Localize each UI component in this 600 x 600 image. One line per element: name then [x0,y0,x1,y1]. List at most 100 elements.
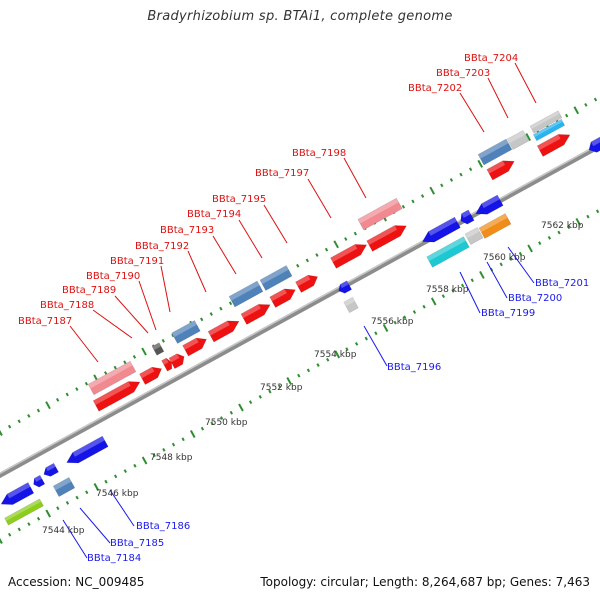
gene-bbta-7195c-forward-shine [240,304,261,319]
gene-label-bbta-7200[interactable]: BBta_7200 [508,293,562,304]
gene-bbta-7204b-forward[interactable] [532,118,566,142]
gene-edge-forward[interactable] [588,136,600,153]
scale-tick [161,338,165,343]
kbp-label: 7560 kbp [483,253,526,263]
gene-bbta-7196a-reverse[interactable] [338,280,353,294]
gene-label-bbta-7188[interactable]: BBta_7188 [40,300,94,311]
gene-label-bbta-7193[interactable]: BBta_7193 [160,225,214,236]
gene-bbta-7201-reverse[interactable] [478,213,512,239]
gene-bbta-7190-forward[interactable] [151,342,165,356]
gene-edge-forward-shine [591,136,600,147]
gene-label-bbta-7186[interactable]: BBta_7186 [136,521,190,532]
gene-bbta-7195-forward[interactable] [228,280,264,308]
gene-bbta-7204c-forward[interactable] [536,134,571,157]
leader-bbta-7201 [507,246,535,284]
gene-bbta-7199-reverse-shine [426,236,466,262]
gene-bbta-7200-reverse[interactable] [464,226,484,246]
scale-tick [17,419,21,424]
leader-bbta-7187 [69,325,99,363]
gene-label-bbta-7198[interactable]: BBta_7198 [292,148,346,159]
gene-bbta-7195c-forward[interactable] [240,304,271,325]
gene-label-bbta-7202[interactable]: BBta_7202 [408,83,462,94]
scale-tick [114,474,118,479]
gene-bbta-7202b-forward[interactable] [486,160,515,181]
gene-bbta-7183-reverse[interactable] [0,482,35,505]
gene-bbta-7199b-reverse[interactable] [460,209,475,225]
gene-bbta-7191-forward-shine [161,358,169,365]
gene-bbta-7192-forward[interactable] [168,353,185,370]
scale-tick [567,225,571,230]
scale-tick [45,509,51,518]
gene-label-bbta-7192[interactable]: BBta_7192 [135,241,189,252]
gene-bbta-7204-forward[interactable] [529,110,563,134]
gene-bbta-7189-forward[interactable] [139,366,163,385]
gene-label-bbta-7203[interactable]: BBta_7203 [436,68,490,79]
gene-label-bbta-7199[interactable]: BBta_7199 [481,308,535,319]
scale-tick [7,424,12,429]
gene-label-bbta-7189[interactable]: BBta_7189 [62,285,116,296]
gene-bbta-7198b-forward-shine [366,225,398,246]
gene-bbta-7195b-forward[interactable] [259,265,293,291]
gene-bbta-7200a-reverse[interactable] [475,194,504,215]
gene-label-bbta-7187[interactable]: BBta_7187 [18,316,72,327]
gene-bbta-7204b-forward-shine [533,119,563,138]
scale-tick [113,365,117,370]
scale-tick [133,463,137,468]
gene-bbta-7199-reverse[interactable] [426,236,470,268]
scale-tick [141,347,147,356]
gene-bbta-7196-reverse[interactable] [343,296,359,314]
kbp-label: 7562 kbp [541,221,584,231]
gene-bbta-7199a-reverse[interactable] [421,216,461,243]
gene-label-bbta-7191[interactable]: BBta_7191 [110,256,164,267]
gene-bbta-7184-reverse[interactable] [4,498,44,526]
gene-bbta-7189-forward-shine [139,367,155,379]
gene-bbta-7184b-reverse[interactable] [43,462,59,477]
gene-label-bbta-7190[interactable]: BBta_7190 [86,271,140,282]
scale-tick [401,204,406,209]
gene-bbta-7193b-forward-shine [182,338,199,350]
gene-label-bbta-7194[interactable]: BBta_7194 [187,209,241,220]
gene-bbta-7187-forward[interactable] [87,360,137,396]
gene-label-bbta-7204[interactable]: BBta_7204 [464,53,518,64]
kbp-label: 7544 kbp [42,526,85,536]
gene-bbta-7194-forward[interactable] [207,320,240,343]
scale-tick [420,194,425,198]
scale-tick [93,483,100,491]
gene-label-bbta-7195[interactable]: BBta_7195 [212,194,266,205]
gene-label-bbta-7185[interactable]: BBta_7185 [110,538,164,549]
gene-bbta-7184a-reverse[interactable] [33,474,46,488]
leader-bbta-7193 [212,235,237,275]
scale-tick [316,363,320,367]
gene-bbta-7198b-forward[interactable] [366,225,407,252]
scale-tick [181,437,185,442]
gene-bbta-7195d-forward[interactable] [269,288,296,308]
scale-tick [84,381,89,386]
gene-bbta-7203-forward[interactable] [506,130,530,150]
scale-tick [333,240,339,249]
gene-bbta-7197-forward[interactable] [330,244,368,269]
gene-bbta-7184b-reverse-shine [45,463,56,472]
gene-label-bbta-7196[interactable]: BBta_7196 [387,362,441,373]
gene-label-bbta-7201[interactable]: BBta_7201 [535,278,589,289]
gene-bbta-7193b-forward[interactable] [182,337,207,357]
scale-tick [586,214,590,219]
gene-bbta-7186-reverse[interactable] [66,435,109,464]
gene-bbta-7188-forward[interactable] [92,381,141,412]
leader-bbta-7189 [114,295,149,334]
gene-label-bbta-7197[interactable]: BBta_7197 [255,168,309,179]
leader-bbta-7199 [459,271,481,314]
scale-tick [499,262,503,267]
gene-bbta-7185-reverse[interactable] [52,477,76,497]
scale-tick [27,414,31,418]
gene-bbta-7191-forward[interactable] [161,357,173,372]
gene-bbta-7195e-forward[interactable] [295,274,319,293]
kbp-scale-labels: 7544 kbp 7546 kbp 7548 kbp 7550 kbp 7552… [42,221,584,536]
gene-bbta-7202-forward[interactable] [477,138,513,166]
gene-bbta-7192-forward-shine [168,353,180,363]
gene-bbta-7198-forward[interactable] [357,197,403,231]
gene-label-bbta-7184[interactable]: BBta_7184 [87,553,141,564]
scale-tick [65,392,69,397]
gene-features [0,110,600,526]
gene-bbta-7193-forward[interactable] [171,320,201,344]
